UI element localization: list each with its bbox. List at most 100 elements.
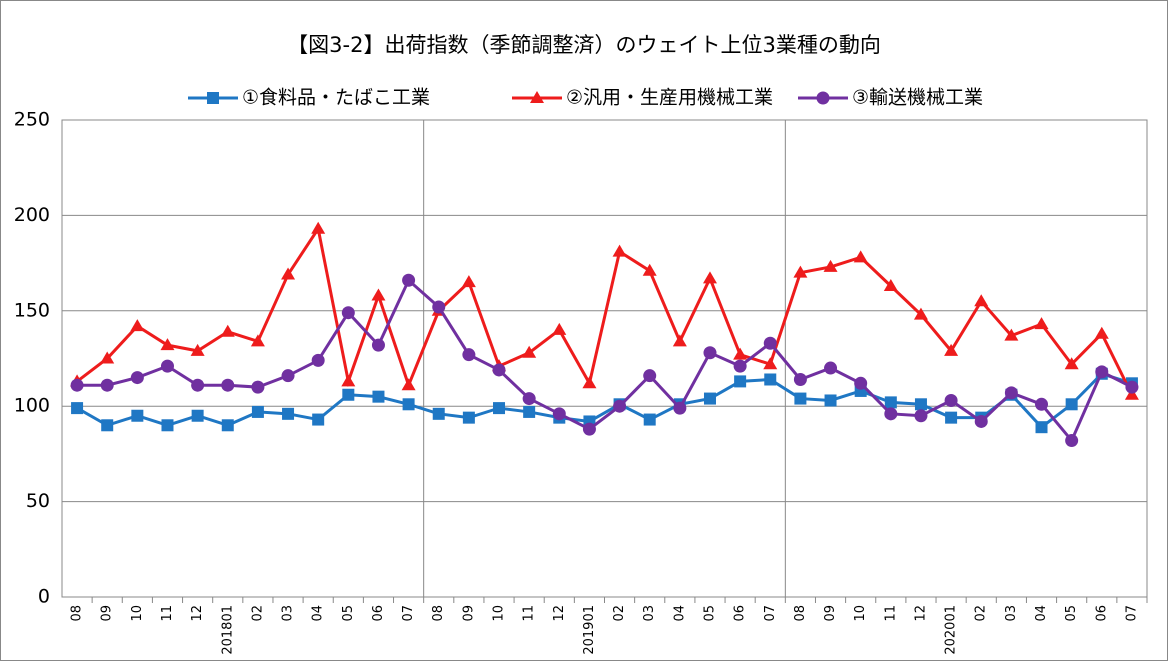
marker	[913, 307, 928, 320]
x-tick-label: 08	[793, 605, 808, 622]
legend-label: ③輸送機械工業	[852, 87, 983, 109]
marker	[823, 259, 838, 272]
x-tick-label: 08	[431, 605, 446, 622]
marker	[824, 394, 837, 407]
marker	[944, 393, 958, 407]
marker	[643, 413, 656, 426]
marker	[522, 345, 537, 358]
x-tick-label: 09	[461, 605, 476, 622]
marker	[702, 271, 717, 284]
x-tick-label: 03	[1004, 605, 1019, 622]
marker	[461, 275, 476, 288]
marker	[793, 372, 807, 386]
marker	[884, 407, 898, 421]
marker	[130, 371, 144, 385]
marker	[221, 378, 235, 392]
marker	[312, 413, 325, 426]
marker	[642, 263, 657, 276]
marker	[191, 378, 205, 392]
marker	[492, 363, 506, 377]
marker	[1095, 365, 1109, 379]
x-tick-label: 10	[130, 605, 145, 622]
marker	[281, 369, 295, 383]
marker	[160, 338, 175, 351]
series-line	[76, 224, 1134, 396]
legend-label: ②汎用・生産用機械工業	[566, 87, 773, 109]
y-tick-label: 200	[14, 204, 50, 226]
marker	[582, 376, 597, 389]
marker	[703, 392, 716, 405]
x-tick-label: 202001	[944, 605, 959, 655]
marker	[734, 375, 747, 388]
marker	[1035, 421, 1048, 434]
x-tick-label: 09	[823, 605, 838, 622]
x-tick-label: 04	[672, 605, 687, 622]
y-tick-label: 0	[38, 586, 50, 608]
marker	[1034, 317, 1049, 330]
marker	[794, 392, 807, 405]
marker	[1035, 397, 1049, 411]
marker	[854, 376, 868, 390]
marker	[673, 401, 687, 415]
x-tick-label: 11	[883, 605, 898, 622]
x-tick-label: 10	[492, 605, 507, 622]
marker	[432, 407, 445, 420]
y-tick-label: 100	[14, 395, 50, 417]
x-tick-label: 02	[250, 605, 265, 622]
x-tick-label: 11	[522, 605, 537, 622]
marker	[311, 221, 326, 234]
marker	[824, 361, 838, 375]
x-tick-label: 11	[160, 605, 175, 622]
marker	[462, 411, 475, 424]
marker	[530, 91, 544, 103]
marker	[974, 294, 989, 307]
marker	[131, 409, 144, 422]
marker	[342, 388, 355, 401]
marker	[100, 378, 114, 392]
marker	[251, 380, 265, 394]
x-tick-label: 201801	[220, 605, 235, 655]
marker	[914, 398, 927, 411]
marker	[612, 244, 627, 257]
marker	[402, 273, 416, 287]
marker	[1004, 328, 1019, 341]
marker	[733, 347, 748, 360]
marker	[613, 399, 627, 413]
y-tick-label: 150	[14, 299, 50, 321]
x-tick-label: 03	[281, 605, 296, 622]
marker	[432, 300, 446, 314]
x-tick-label: 06	[371, 605, 386, 622]
marker	[341, 306, 355, 320]
marker	[372, 390, 385, 403]
marker	[552, 322, 567, 335]
marker	[371, 288, 386, 301]
marker	[914, 409, 928, 423]
marker	[130, 319, 145, 332]
y-tick-label: 250	[14, 109, 50, 131]
marker	[945, 411, 958, 424]
marker	[493, 402, 506, 415]
marker	[1065, 398, 1078, 411]
marker	[101, 419, 114, 432]
x-tick-label: 05	[702, 605, 717, 622]
marker	[282, 407, 295, 420]
x-tick-label: 04	[311, 605, 326, 622]
marker	[1124, 387, 1139, 400]
marker	[1004, 386, 1018, 400]
marker	[70, 378, 84, 392]
x-tick-label: 05	[341, 605, 356, 622]
x-tick-label: 04	[1034, 605, 1049, 622]
x-tick-label: 07	[763, 605, 778, 622]
marker	[1064, 357, 1079, 370]
x-tick-label: 06	[1094, 605, 1109, 622]
marker	[672, 334, 687, 347]
x-tick-label: 12	[552, 605, 567, 622]
marker	[341, 374, 356, 387]
marker	[816, 91, 830, 105]
x-tick-label: 12	[913, 605, 928, 622]
x-tick-label: 07	[401, 605, 416, 622]
series	[70, 221, 1139, 400]
marker	[733, 359, 747, 373]
